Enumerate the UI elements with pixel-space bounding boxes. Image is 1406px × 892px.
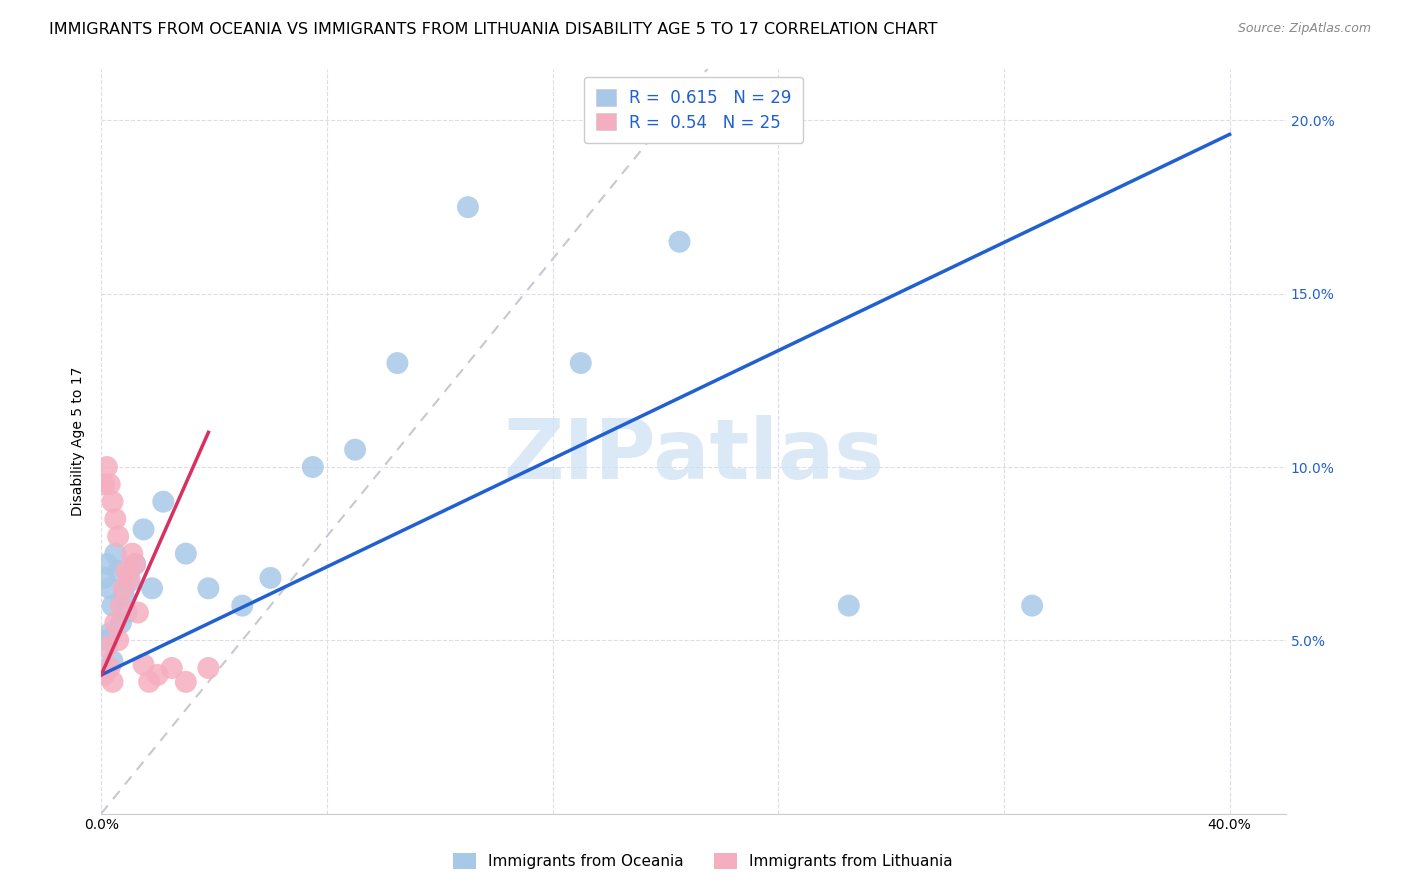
Point [93,668,115,682]
Point [104,547,127,561]
Point [98,582,121,596]
Point [107,633,129,648]
Point [101,599,124,613]
Y-axis label: Disability Age 5 to 17: Disability Age 5 to 17 [72,367,86,516]
Point [118,574,141,589]
Point [112,582,135,596]
Point [138,674,160,689]
Point [141,582,163,596]
Point [301,460,323,475]
Point [96,633,118,648]
Text: IMMIGRANTS FROM OCEANIA VS IMMIGRANTS FROM LITHUANIA DISABILITY AGE 5 TO 17 CORR: IMMIGRANTS FROM OCEANIA VS IMMIGRANTS FR… [49,22,938,37]
Point [838,599,860,613]
Point [93,477,115,491]
Point [457,200,479,214]
Point [98,626,121,640]
Point [127,606,149,620]
Point [344,442,367,457]
Point [112,588,135,602]
Point [107,564,129,578]
Point [115,564,138,578]
Point [110,615,132,630]
Point [98,477,121,491]
Point [1021,599,1043,613]
Point [197,582,219,596]
Point [107,529,129,543]
Point [104,512,127,526]
Point [104,615,127,630]
Legend: Immigrants from Oceania, Immigrants from Lithuania: Immigrants from Oceania, Immigrants from… [447,847,959,875]
Point [569,356,592,370]
Point [152,494,174,508]
Point [146,668,169,682]
Text: Source: ZipAtlas.com: Source: ZipAtlas.com [1237,22,1371,36]
Point [96,557,118,571]
Point [668,235,690,249]
Legend: R =  0.615   N = 29, R =  0.54   N = 25: R = 0.615 N = 29, R = 0.54 N = 25 [583,77,803,144]
Point [197,661,219,675]
Point [96,640,118,655]
Point [231,599,253,613]
Point [98,661,121,675]
Point [174,674,197,689]
Point [93,571,115,585]
Point [174,547,197,561]
Point [110,599,132,613]
Point [132,657,155,672]
Point [101,654,124,668]
Text: ZIPatlas: ZIPatlas [503,416,884,497]
Point [96,460,118,475]
Point [160,661,183,675]
Point [101,674,124,689]
Point [124,557,146,571]
Point [101,494,124,508]
Point [115,606,138,620]
Point [121,547,143,561]
Point [132,522,155,536]
Point [118,571,141,585]
Point [124,557,146,571]
Point [259,571,281,585]
Point [387,356,409,370]
